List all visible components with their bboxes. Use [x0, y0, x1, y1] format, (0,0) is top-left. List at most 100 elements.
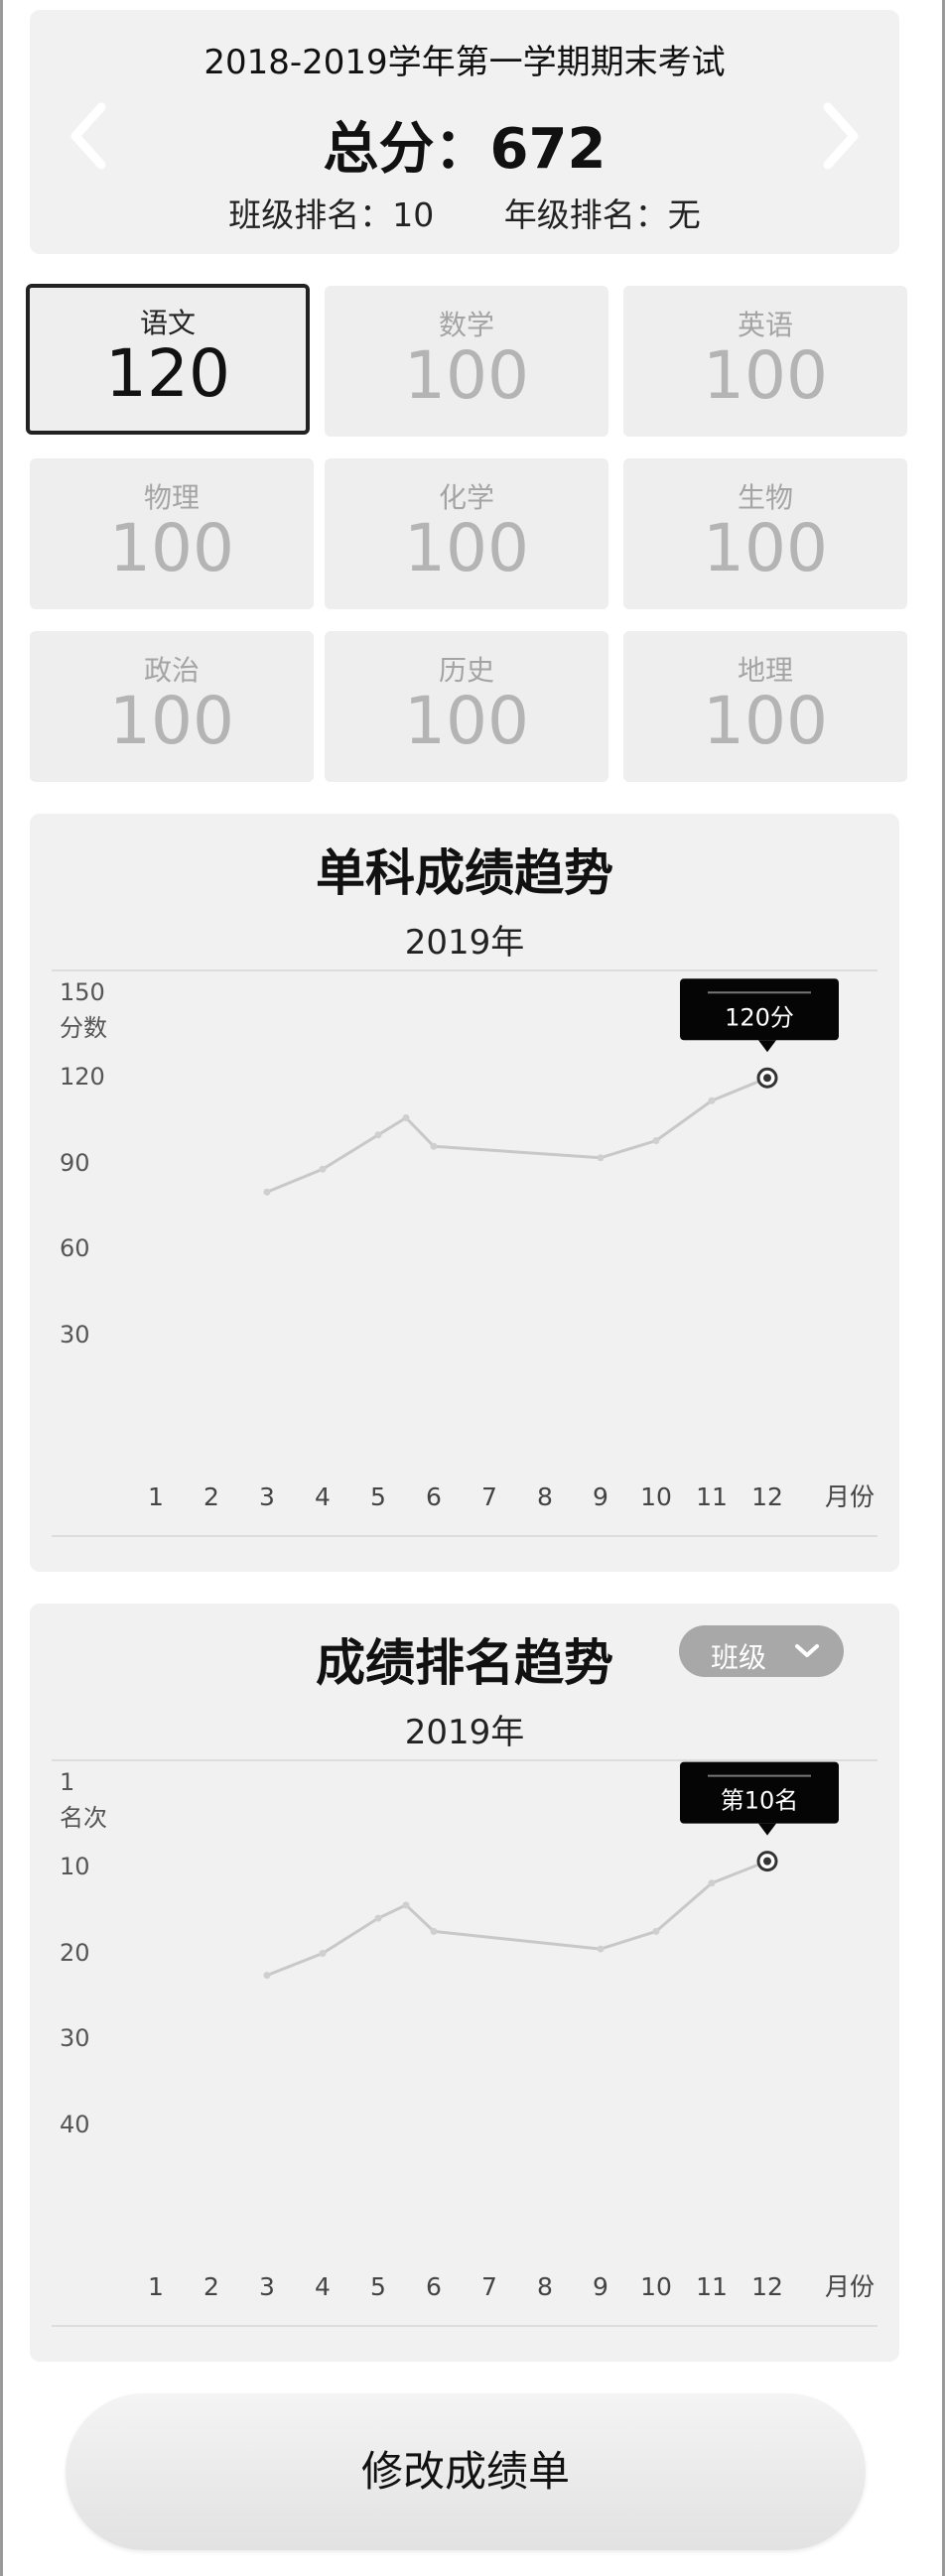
- subject-score: 100: [109, 683, 234, 759]
- subject-card-biology[interactable]: 生物 100: [623, 458, 907, 609]
- subject-score: 100: [703, 683, 828, 759]
- x-tick-label: 3: [259, 2272, 275, 2301]
- y-tick-label: 20: [60, 1939, 90, 1967]
- subject-card-chemistry[interactable]: 化学 100: [325, 458, 608, 609]
- x-tick-label: 5: [370, 1482, 386, 1511]
- x-tick-label: 3: [259, 1482, 275, 1511]
- score-trend-card: 单科成绩趋势 2019年 分数 150 120 90 60 30 1 2 3 4 5 6 7 8 9 10 11…: [30, 814, 899, 1572]
- x-tick-label: 9: [593, 2272, 608, 2301]
- x-tick-label: 11: [696, 1482, 728, 1511]
- chevron-down-icon: [795, 1644, 819, 1657]
- rank-trend-card: 成绩排名趋势 2019年 班级 名次 1 10 20 30 40 1 2 3 4 5 6 7 8 9 10 11…: [30, 1604, 899, 2362]
- x-tick-label: 8: [537, 1482, 553, 1511]
- y-axis-label: 名次: [60, 1804, 107, 1832]
- grade-rank: 年级排名：无: [503, 195, 701, 234]
- subject-name: 物理: [143, 481, 200, 514]
- subject-name: 语文: [139, 307, 196, 339]
- subject-name: 地理: [737, 654, 793, 687]
- x-tick-label: 2: [203, 2272, 219, 2301]
- data-point: [652, 1137, 660, 1144]
- subject-score: 100: [404, 683, 529, 759]
- x-tick-label: 12: [751, 2272, 783, 2301]
- tooltip-value: 第10名: [721, 1787, 799, 1815]
- rank-row: 班级排名：10 年级排名：无: [30, 189, 899, 236]
- subject-card-geography[interactable]: 地理 100: [623, 631, 907, 782]
- subject-name: 生物: [737, 481, 793, 514]
- data-point: [263, 1972, 271, 1980]
- subject-score: 100: [109, 510, 234, 586]
- x-axis-label: 月份: [825, 1482, 875, 1511]
- rank-trend-title: 成绩排名趋势: [316, 1634, 613, 1692]
- data-point: [319, 1950, 327, 1957]
- data-point: [263, 1188, 271, 1196]
- y-tick-label: 90: [60, 1149, 90, 1177]
- tooltip-box: [680, 978, 839, 1041]
- score-trend-title: 单科成绩趋势: [316, 844, 613, 902]
- subject-card-math[interactable]: 数学 100: [325, 286, 608, 437]
- subject-card-chinese[interactable]: 语文 120: [26, 284, 310, 435]
- subject-score: 100: [703, 510, 828, 586]
- tooltip-box: [680, 1761, 839, 1824]
- data-point: [708, 1096, 716, 1104]
- x-tick-label: 7: [481, 1482, 497, 1511]
- data-point-center: [763, 1857, 771, 1866]
- dropdown-label: 班级: [711, 1641, 767, 1674]
- x-tick-label: 6: [426, 1482, 442, 1511]
- x-tick-label: 1: [148, 2272, 164, 2301]
- subject-card-english[interactable]: 英语 100: [623, 286, 907, 437]
- subject-score: 100: [404, 337, 529, 414]
- data-point: [597, 1154, 605, 1162]
- subject-card-history[interactable]: 历史 100: [325, 631, 608, 782]
- x-tick-label: 12: [751, 1482, 783, 1511]
- y-tick-label: 30: [60, 1321, 90, 1349]
- data-point: [430, 1142, 438, 1150]
- data-point: [374, 1131, 382, 1139]
- series-line: [266, 1076, 768, 1194]
- score-trend-year: 2019年: [404, 923, 525, 963]
- chevron-right-icon[interactable]: [816, 101, 864, 171]
- x-tick-label: 4: [315, 2272, 331, 2301]
- data-point: [430, 1927, 438, 1935]
- total-score: 总分：672: [30, 104, 899, 185]
- rank-scope-dropdown[interactable]: 班级: [679, 1625, 844, 1677]
- x-tick-label: 1: [148, 1482, 164, 1511]
- chevron-left-icon[interactable]: [66, 101, 113, 171]
- tooltip-value: 120分: [725, 1003, 794, 1031]
- data-point: [402, 1114, 410, 1121]
- data-point: [708, 1879, 716, 1887]
- data-point: [319, 1165, 327, 1173]
- subject-name: 英语: [737, 309, 793, 341]
- subject-name: 政治: [143, 654, 200, 687]
- y-tick-label: 30: [60, 2024, 90, 2052]
- x-tick-label: 5: [370, 2272, 386, 2301]
- subject-score: 100: [703, 337, 828, 414]
- data-point: [597, 1945, 605, 1953]
- series-line: [266, 1860, 768, 1978]
- x-tick-label: 9: [593, 1482, 608, 1511]
- x-tick-label: 2: [203, 1482, 219, 1511]
- subject-name: 数学: [438, 309, 494, 341]
- total-label: 总分：: [323, 117, 490, 182]
- y-tick-label: 1: [60, 1768, 74, 1796]
- data-point-center: [763, 1074, 771, 1083]
- x-tick-label: 10: [640, 2272, 672, 2301]
- tooltip-arrow: [758, 1040, 776, 1053]
- rank-trend-year: 2019年: [404, 1713, 525, 1752]
- subject-card-politics[interactable]: 政治 100: [30, 631, 314, 782]
- tooltip-arrow: [758, 1823, 776, 1836]
- subject-name: 历史: [438, 654, 494, 687]
- edit-report-button[interactable]: 修改成绩单: [66, 2393, 866, 2550]
- data-point: [374, 1914, 382, 1922]
- data-point: [652, 1927, 660, 1935]
- subject-name: 化学: [438, 481, 494, 514]
- subject-card-physics[interactable]: 物理 100: [30, 458, 314, 609]
- exam-summary-card: 2018-2019学年第一学期期末考试 总分：672 班级排名：10 年级排名：…: [30, 10, 899, 254]
- x-tick-label: 7: [481, 2272, 497, 2301]
- y-axis-label: 分数: [60, 1014, 107, 1042]
- class-rank: 班级排名：10: [228, 195, 435, 234]
- x-tick-label: 6: [426, 2272, 442, 2301]
- x-tick-label: 10: [640, 1482, 672, 1511]
